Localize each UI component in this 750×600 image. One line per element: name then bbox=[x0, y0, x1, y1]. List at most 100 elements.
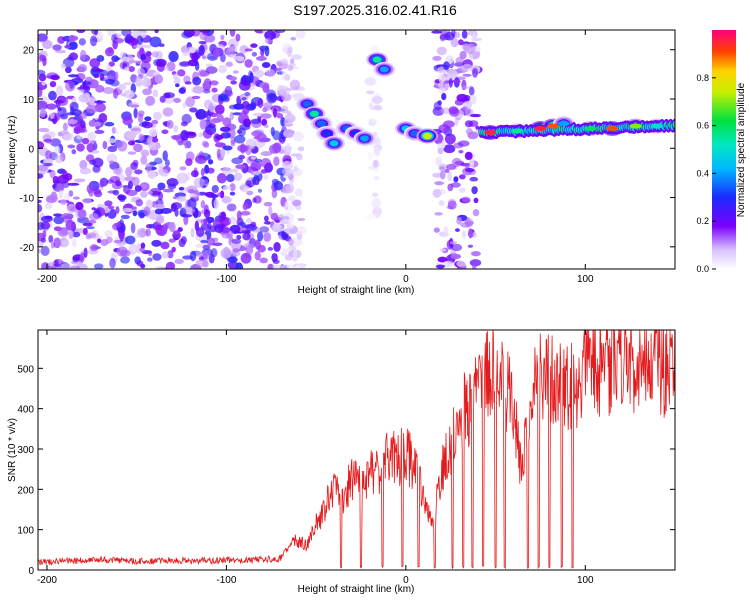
noise-blob bbox=[154, 203, 165, 209]
noise-blob bbox=[45, 202, 53, 210]
noise-blob bbox=[472, 262, 477, 269]
noise-blob bbox=[433, 227, 440, 233]
noise-blob bbox=[133, 107, 138, 119]
noise-blob bbox=[469, 94, 477, 105]
noise-blob bbox=[39, 108, 47, 118]
noise-blob bbox=[285, 202, 294, 208]
noise-blob bbox=[211, 87, 218, 93]
noise-blob bbox=[97, 238, 102, 244]
signal-feature bbox=[329, 140, 339, 147]
noise-blob bbox=[285, 183, 295, 194]
noise-blob bbox=[155, 266, 166, 269]
noise-blob bbox=[273, 241, 281, 252]
noise-blob bbox=[157, 182, 166, 191]
spectrogram-ytick-label: -10 bbox=[20, 194, 35, 205]
noise-blob bbox=[475, 125, 480, 130]
noise-blob bbox=[273, 156, 280, 167]
noise-blob bbox=[272, 222, 281, 231]
noise-blob bbox=[73, 178, 86, 183]
noise-blob bbox=[135, 60, 142, 64]
noise-blob bbox=[282, 248, 292, 253]
noise-blob bbox=[282, 167, 294, 177]
noise-blob bbox=[114, 222, 122, 228]
noise-blob bbox=[271, 189, 278, 199]
noise-blob bbox=[64, 173, 73, 181]
noise-blob bbox=[257, 70, 264, 78]
noise-blob bbox=[249, 72, 254, 83]
noise-blob bbox=[50, 74, 60, 81]
noise-blob bbox=[369, 119, 378, 124]
noise-blob bbox=[49, 81, 57, 88]
noise-blob bbox=[191, 95, 201, 100]
noise-blob bbox=[61, 63, 66, 69]
noise-blob bbox=[231, 238, 242, 244]
noise-blob bbox=[447, 200, 457, 210]
noise-blob bbox=[140, 44, 152, 48]
noise-blob bbox=[461, 30, 468, 39]
noise-blob bbox=[141, 121, 153, 129]
noise-blob bbox=[250, 160, 262, 172]
noise-blob bbox=[195, 227, 205, 238]
noise-blob bbox=[166, 178, 179, 187]
noise-blob bbox=[54, 145, 61, 155]
noise-blob bbox=[240, 252, 252, 264]
signal-feature bbox=[316, 120, 327, 127]
snr-xtick-label: 100 bbox=[577, 575, 594, 586]
noise-blob bbox=[261, 61, 271, 68]
noise-blob bbox=[178, 87, 186, 94]
noise-blob bbox=[175, 83, 180, 88]
noise-blob bbox=[48, 234, 54, 243]
noise-blob bbox=[73, 196, 80, 200]
noise-blob bbox=[435, 156, 443, 166]
noise-blob bbox=[264, 30, 277, 41]
noise-blob bbox=[211, 194, 219, 198]
noise-blob bbox=[58, 189, 63, 199]
noise-blob bbox=[442, 61, 450, 71]
noise-blob bbox=[220, 211, 226, 219]
noise-blob bbox=[213, 48, 220, 58]
noise-blob bbox=[436, 142, 444, 149]
noise-blob bbox=[77, 30, 86, 33]
noise-blob bbox=[162, 223, 169, 232]
noise-blob bbox=[53, 99, 64, 104]
noise-blob bbox=[154, 30, 159, 34]
noise-blob bbox=[38, 164, 49, 172]
noise-blob bbox=[225, 61, 233, 67]
noise-blob bbox=[57, 106, 67, 117]
noise-blob bbox=[40, 237, 47, 243]
noise-blob bbox=[198, 132, 204, 138]
noise-blob bbox=[263, 201, 273, 207]
noise-blob bbox=[189, 193, 198, 198]
noise-blob bbox=[272, 142, 282, 153]
noise-blob bbox=[222, 145, 233, 151]
noise-blob bbox=[120, 214, 130, 220]
noise-blob bbox=[261, 118, 268, 126]
noise-blob bbox=[461, 230, 467, 239]
noise-blob bbox=[161, 251, 169, 259]
noise-blob bbox=[133, 43, 145, 49]
spectrogram-xtick-label: -200 bbox=[37, 274, 57, 285]
noise-blob bbox=[177, 69, 186, 77]
noise-blob bbox=[438, 73, 446, 84]
noise-blob bbox=[176, 172, 189, 184]
noise-blob bbox=[69, 265, 81, 269]
noise-blob bbox=[123, 81, 132, 86]
noise-blob bbox=[76, 143, 85, 152]
noise-blob bbox=[264, 45, 270, 57]
noise-blob bbox=[447, 171, 453, 182]
colorbar-axis: 0.0 0.2 0.4 0.6 0.8 bbox=[696, 73, 716, 274]
noise-blob bbox=[283, 160, 289, 167]
noise-blob bbox=[100, 238, 109, 247]
noise-blob bbox=[189, 107, 198, 113]
noise-blob bbox=[263, 102, 273, 109]
noise-blob bbox=[148, 250, 153, 257]
noise-blob bbox=[77, 64, 88, 73]
snr-ytick-label: 400 bbox=[17, 405, 34, 416]
noise-blob bbox=[140, 75, 148, 79]
noise-blob bbox=[295, 153, 303, 161]
noise-blob bbox=[224, 85, 233, 97]
noise-blob bbox=[295, 264, 301, 269]
noise-blob bbox=[115, 206, 120, 214]
noise-blob bbox=[194, 61, 200, 71]
